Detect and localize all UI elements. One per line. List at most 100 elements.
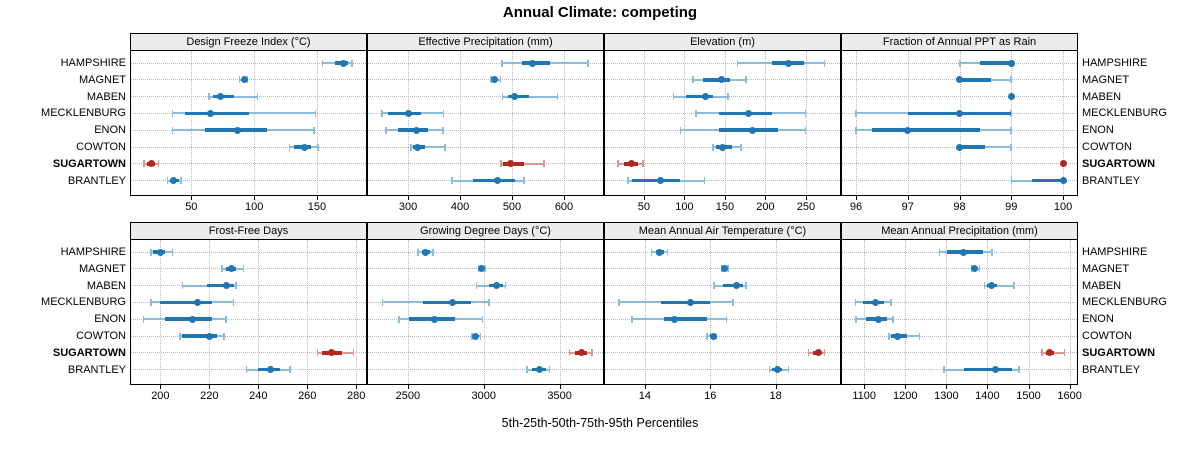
whisker-cap-high	[727, 93, 729, 101]
whisker-cap-low	[221, 265, 223, 273]
whisker-cap-low	[618, 298, 620, 306]
median-dot	[227, 265, 235, 273]
median-dot	[413, 126, 421, 134]
axis-tick-label: 150	[715, 201, 735, 213]
median-dot	[872, 298, 880, 306]
row-label-left-magnet: MAGNET	[78, 73, 126, 86]
whisker-cap-high	[1010, 143, 1012, 151]
axis-tick-label: 2500	[395, 390, 421, 402]
v-gridline	[254, 51, 256, 195]
axis-tick	[460, 196, 462, 200]
median-dot	[710, 332, 717, 340]
median-dot	[577, 349, 585, 357]
whisker-cap-high	[740, 143, 742, 151]
whisker-cap-low	[471, 332, 473, 340]
row-label-right-maben: MABEN	[1082, 279, 1122, 292]
median-dot	[875, 315, 883, 323]
axis-tick	[684, 196, 686, 200]
axis-tick	[805, 196, 807, 200]
v-gridline	[408, 51, 410, 195]
whisker-cap-low	[695, 109, 697, 117]
h-gridline	[605, 352, 840, 354]
axis-tick-label: 220	[200, 390, 219, 402]
median-dot	[328, 349, 336, 357]
panel-strip: Fraction of Annual PPT as Rain	[841, 33, 1078, 51]
panel-strip: Mean Annual Precipitation (mm)	[841, 222, 1078, 240]
whisker-cap-low	[245, 366, 248, 374]
row-label-left-enon: ENON	[94, 313, 126, 326]
median-dot	[960, 248, 968, 256]
box-25-75	[703, 78, 730, 82]
median-dot	[156, 248, 164, 256]
axis-tick-label: 240	[249, 390, 268, 402]
x-axis-label: 5th-25th-50th-75th-95th Percentiles	[501, 416, 699, 430]
row-label-left-sugartown: SUGARTOWN	[52, 157, 126, 170]
median-dot	[1007, 93, 1015, 101]
figure-title: Annual Climate: competing	[502, 4, 698, 21]
median-dot	[535, 366, 543, 374]
whisker-cap-low	[321, 59, 324, 67]
box-25-75	[182, 334, 217, 338]
v-gridline	[643, 51, 645, 195]
median-dot	[193, 298, 201, 306]
axis-tick-label: 1200	[893, 390, 918, 402]
row-label-right-hampshire: HAMPSHIRE	[1082, 57, 1148, 69]
h-gridline	[131, 301, 366, 303]
whisker-cap-low	[854, 298, 857, 306]
row-label-left-maben: MABEN	[86, 279, 126, 292]
whisker-cap-low	[501, 59, 503, 67]
v-gridline	[959, 51, 961, 195]
axis-tick-label: 16	[704, 390, 717, 402]
whisker-cap-high	[732, 298, 734, 306]
axis-tick	[254, 196, 256, 200]
whisker-cap-high	[314, 109, 317, 117]
axis-tick	[765, 196, 767, 200]
median-dot	[785, 59, 793, 67]
whisker-cap-high	[587, 59, 589, 67]
h-gridline	[605, 335, 840, 337]
median-dot	[448, 298, 456, 306]
v-gridline	[307, 240, 309, 384]
median-dot	[206, 109, 214, 117]
row-label-right-magnet: MAGNET	[1082, 73, 1130, 86]
whisker-cap-low	[381, 109, 383, 117]
v-gridline	[644, 240, 646, 384]
whisker-cap-high	[442, 109, 445, 117]
panel-plot	[130, 51, 367, 196]
whisker-cap-low	[410, 143, 412, 151]
whisker-cap-low	[150, 298, 152, 306]
whisker-cap-low	[150, 248, 152, 256]
whisker-cap-low	[1010, 177, 1013, 185]
panel-plot	[130, 240, 367, 385]
whisker-cap-high	[548, 366, 551, 374]
whisker-cap-low	[208, 93, 210, 101]
axis-tick-label: 200	[756, 201, 775, 213]
whisker-cap-high	[725, 315, 728, 323]
row-label-right-sugartown: SUGARTOWN	[1082, 157, 1156, 170]
whisker-cap-low	[855, 109, 857, 117]
median-dot	[1007, 59, 1015, 67]
whisker-cap-high	[444, 143, 446, 151]
median-dot	[732, 282, 740, 290]
h-gridline	[131, 146, 366, 148]
v-gridline	[209, 240, 211, 384]
whisker-cap-low	[568, 349, 571, 357]
axis-tick-label: 1600	[1057, 390, 1082, 402]
median-dot	[1059, 177, 1067, 185]
axis-tick-label: 99	[1005, 201, 1018, 213]
box-25-75	[959, 145, 986, 149]
axis-tick	[356, 385, 358, 389]
h-gridline	[131, 335, 366, 337]
whisker-cap-high	[666, 248, 669, 256]
axis-tick	[408, 196, 410, 200]
median-dot	[701, 93, 709, 101]
h-gridline	[368, 163, 603, 165]
v-gridline	[1063, 51, 1065, 195]
whisker-cap-high	[432, 248, 434, 256]
median-dot	[721, 265, 729, 273]
row-label-right-mecklenburg: MECKLENBURG	[1082, 296, 1167, 309]
whisker-cap-low	[316, 349, 319, 357]
box-25-75	[664, 317, 707, 321]
whisker-cap-high	[1013, 282, 1015, 290]
whisker-cap-high	[232, 298, 235, 306]
